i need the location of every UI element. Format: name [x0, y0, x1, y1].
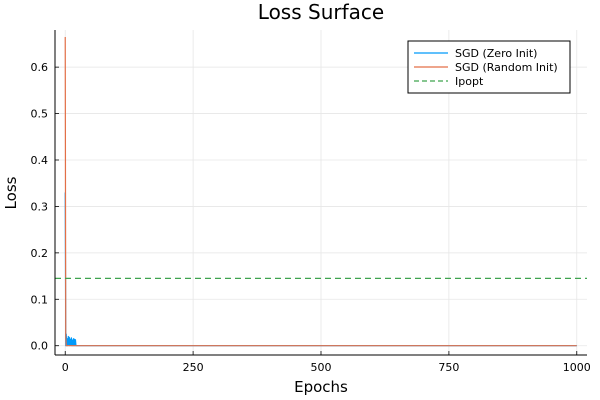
x-tick-label: 1000 — [563, 361, 591, 374]
legend-label-ipopt: Ipopt — [455, 75, 484, 88]
y-tick-label: 0.4 — [31, 154, 49, 167]
x-tick-label: 250 — [183, 361, 204, 374]
x-tick-label: 500 — [311, 361, 332, 374]
y-tick-label: 0.2 — [31, 247, 49, 260]
legend-label-sgd-zero-init: SGD (Zero Init) — [455, 47, 537, 60]
y-tick-label: 0.6 — [31, 61, 49, 74]
tick-labels: 0 250 500 750 1000 0.0 0.1 0.2 0.3 0.4 0.5 0.6 — [31, 61, 591, 374]
grid — [55, 30, 587, 355]
axes — [54, 30, 587, 356]
x-tick-label: 0 — [62, 361, 69, 374]
chart-title: Loss Surface — [258, 0, 384, 24]
y-tick-label: 0.3 — [31, 200, 49, 213]
y-tick-label: 0.1 — [31, 293, 49, 306]
y-axis-label: Loss — [2, 176, 20, 209]
series-line-sgd-random-init — [64, 36, 577, 347]
legend: SGD (Zero Init) SGD (Random Init) Ipopt — [407, 40, 571, 94]
series-lines — [55, 36, 587, 347]
y-tick-label: 0.5 — [31, 108, 49, 121]
x-axis-label: Epochs — [294, 378, 348, 396]
x-tick-label: 750 — [438, 361, 459, 374]
y-tick-label: 0.0 — [31, 340, 49, 353]
legend-label-sgd-random-init: SGD (Random Init) — [455, 61, 558, 74]
